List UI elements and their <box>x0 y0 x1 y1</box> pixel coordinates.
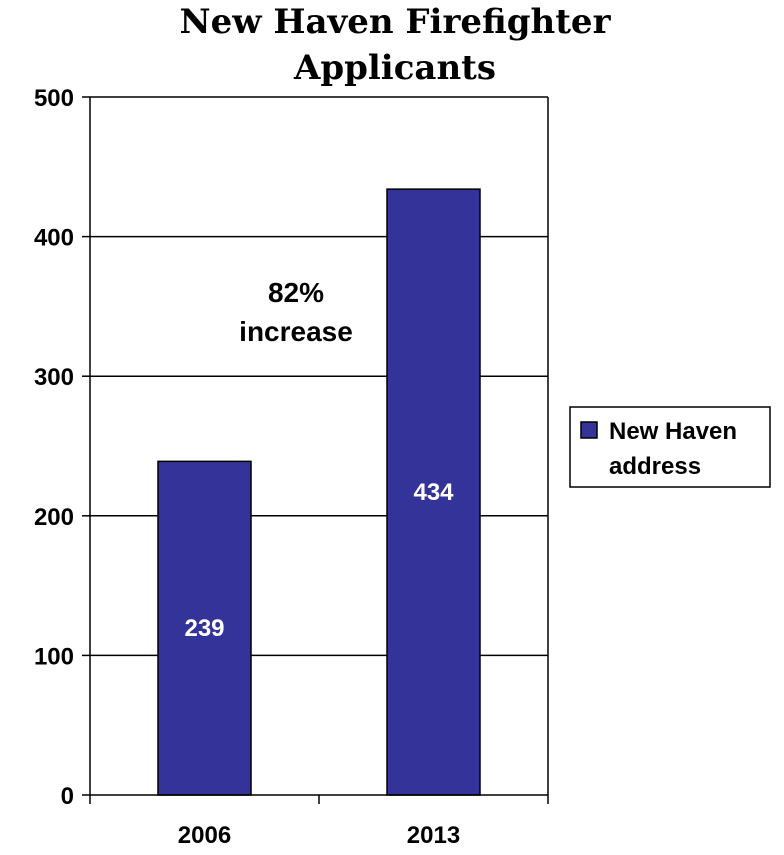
tick-labels: 0 100 200 300 400 500 239 2006 434 2013 <box>34 85 460 849</box>
annotation: 82% increase <box>239 277 353 347</box>
y-tick-label-200: 200 <box>34 504 74 531</box>
annotation-line-2: increase <box>239 316 353 347</box>
x-tick-label-2013: 2013 <box>407 822 460 849</box>
y-tick-label-400: 400 <box>34 225 74 252</box>
data-label-2006: 239 <box>184 615 224 642</box>
y-tick-label-100: 100 <box>34 643 74 670</box>
legend-label-line-1: New Haven <box>609 418 737 445</box>
chart-title-line-2: Applicants <box>293 48 496 88</box>
annotation-line-1: 82% <box>268 277 324 308</box>
axes <box>82 96 549 804</box>
x-tick-label-2006: 2006 <box>178 822 231 849</box>
chart-title: New Haven Firefighter Applicants <box>180 2 612 88</box>
legend: New Haven address <box>569 406 771 488</box>
bar-2006 <box>157 460 252 796</box>
data-label-2013: 434 <box>413 479 454 506</box>
legend-swatch <box>580 421 598 439</box>
y-tick-label-300: 300 <box>34 364 74 391</box>
y-tick-label-0: 0 <box>61 783 74 810</box>
legend-label-line-2: address <box>609 453 701 480</box>
legend-box <box>569 406 771 488</box>
y-tick-label-500: 500 <box>34 85 74 112</box>
chart-title-line-1: New Haven Firefighter <box>180 2 612 42</box>
bars <box>157 188 481 796</box>
